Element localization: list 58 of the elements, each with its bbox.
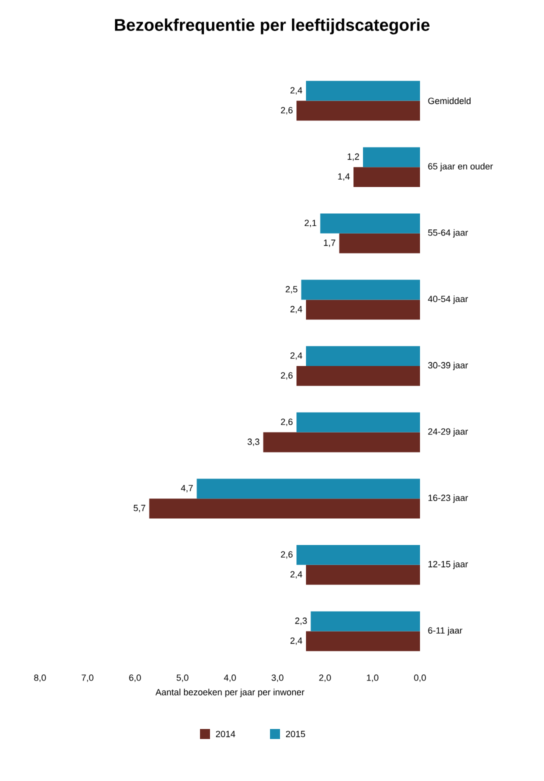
data-label: 2,4 bbox=[290, 637, 302, 645]
bar bbox=[296, 100, 420, 121]
y-tick-label: 16-23 jaar bbox=[428, 494, 468, 503]
data-label: 2,6 bbox=[280, 551, 293, 559]
data-label: 2,6 bbox=[280, 372, 293, 380]
chart-title: Bezoekfrequentie per leeftijdscategorie bbox=[115, 18, 430, 34]
bar bbox=[306, 631, 420, 652]
data-label: 2,4 bbox=[290, 87, 302, 95]
bar bbox=[339, 233, 420, 254]
data-label: 1,2 bbox=[348, 153, 360, 161]
data-label: 2,4 bbox=[290, 571, 302, 579]
legend-label: 2015 bbox=[286, 730, 306, 738]
data-label: 2,6 bbox=[280, 107, 293, 114]
bar bbox=[320, 214, 420, 234]
y-tick-label: 12-15 jaar bbox=[428, 560, 468, 570]
legend-label: 2014 bbox=[216, 730, 236, 738]
bar bbox=[263, 432, 420, 452]
x-tick-label: 5,0 bbox=[176, 674, 188, 682]
bar bbox=[310, 611, 420, 632]
bar bbox=[196, 478, 420, 499]
y-tick-label: 55-64 jaar bbox=[428, 229, 468, 238]
bar bbox=[306, 80, 420, 101]
x-tick-label: 3,0 bbox=[272, 674, 284, 682]
x-tick-label: 4,0 bbox=[224, 674, 236, 682]
y-tick-label: 65 jaar en ouder bbox=[428, 162, 493, 172]
x-tick-label: 7,0 bbox=[82, 674, 94, 682]
y-tick-label: Gemiddeld bbox=[428, 97, 471, 104]
data-label: 4,7 bbox=[180, 485, 193, 492]
bar bbox=[296, 412, 420, 432]
y-tick-label: 40-54 jaar bbox=[428, 296, 468, 304]
bar bbox=[362, 147, 420, 168]
data-label: 2,4 bbox=[290, 306, 302, 314]
x-axis-title: Aantal bezoeken per jaar per inwoner bbox=[155, 688, 304, 698]
data-label: 2,4 bbox=[290, 352, 302, 360]
y-tick-label: 6-11 jaar bbox=[428, 627, 462, 636]
y-tick-label: 24-29 jaar bbox=[428, 428, 468, 436]
data-label: 1,4 bbox=[338, 173, 350, 181]
x-tick-label: 6,0 bbox=[129, 674, 141, 682]
x-tick-label: 1,0 bbox=[366, 674, 378, 682]
y-tick-label: 30-39 jaar bbox=[428, 362, 468, 370]
data-label: 3,3 bbox=[248, 438, 260, 446]
x-tick-label: 0,0 bbox=[414, 674, 426, 682]
data-label: 2,5 bbox=[286, 286, 298, 294]
data-label: 5,7 bbox=[134, 504, 146, 512]
bar bbox=[353, 167, 420, 187]
bar bbox=[306, 346, 420, 366]
data-label: 2,1 bbox=[304, 220, 316, 228]
x-tick-label: 8,0 bbox=[34, 674, 46, 682]
data-label: 2,6 bbox=[280, 418, 293, 426]
data-label: 1,7 bbox=[324, 240, 336, 247]
bar bbox=[149, 498, 420, 518]
x-tick-label: 2,0 bbox=[319, 674, 331, 682]
data-label: 2,3 bbox=[295, 618, 307, 625]
bar bbox=[306, 300, 420, 320]
bar bbox=[301, 280, 420, 300]
bar bbox=[306, 564, 420, 585]
bar bbox=[296, 545, 420, 565]
bar bbox=[296, 366, 420, 386]
